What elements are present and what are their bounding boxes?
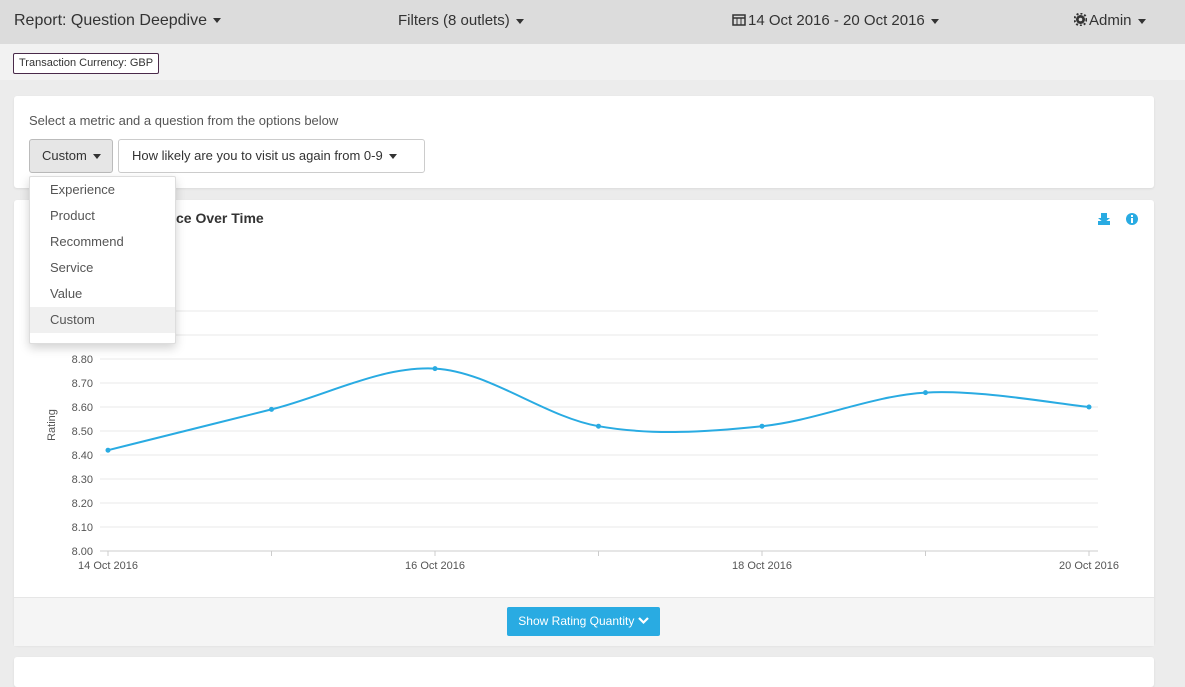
gear-icon: [1073, 12, 1088, 27]
metric-label: Custom: [42, 148, 87, 163]
ranks-panel: [14, 657, 1154, 687]
info-icon[interactable]: [1126, 213, 1138, 225]
y-tick-label: 8.20: [72, 498, 93, 510]
x-tick-label: 14 Oct 2016: [78, 560, 138, 572]
point: [105, 447, 111, 453]
date-range: 14 Oct 2016 - 20 Oct 2016: [748, 12, 925, 29]
menu-item[interactable]: Service: [50, 260, 94, 275]
y-tick-label: 8.70: [72, 378, 93, 390]
y-tick-label: 8.10: [72, 522, 93, 534]
y-tick-label: 8.00: [72, 546, 93, 558]
y-axis-label: Rating: [46, 409, 58, 441]
show-quantity-button[interactable]: Show Rating Quantity: [507, 607, 660, 636]
currency-badge: Transaction Currency: GBP: [13, 53, 160, 74]
filters-menu[interactable]: Filters (8 outlets): [398, 12, 524, 29]
y-tick-label: 8.50: [72, 426, 93, 438]
y-tick-label: 8.80: [72, 354, 93, 366]
menu-item[interactable]: Product: [50, 208, 95, 223]
chart-title: ce Over Time: [176, 210, 264, 226]
chart: ce Over Time Rating 8.00 8.10 8.20 8.30 8.40…: [46, 210, 1138, 572]
chevron-icon: [637, 617, 649, 625]
point: [759, 423, 765, 429]
instruction: Select a metric and a question from the …: [29, 113, 339, 128]
y-tick-label: 8.40: [72, 450, 93, 462]
y-tick-label: 8.60: [72, 402, 93, 414]
point: [1086, 404, 1092, 410]
report-menu[interactable]: Report: Question Deepdive: [14, 12, 221, 30]
x-tick-label: 18 Oct 2016: [732, 560, 792, 572]
show-quantity-label: Show Rating Quantity: [518, 614, 635, 628]
calendar-icon: [732, 14, 746, 26]
point: [269, 406, 274, 412]
question-label: How likely are you to visit us again fro…: [132, 148, 383, 163]
top-bar: Report: Question Deepdive Filters (8 out…: [0, 0, 1185, 44]
sub-bar: [0, 44, 1185, 80]
point: [596, 423, 601, 429]
date-menu[interactable]: 14 Oct 2016 - 20 Oct 2016: [732, 12, 939, 29]
metric-button[interactable]: Custom: [29, 139, 113, 173]
filters-label: Filters (8 outlets): [398, 12, 510, 29]
point: [923, 390, 928, 396]
menu-item[interactable]: Experience: [50, 182, 116, 197]
menu-item[interactable]: Recommend: [50, 234, 124, 249]
question-button[interactable]: How likely are you to visit us again fro…: [118, 139, 425, 173]
admin-menu[interactable]: Admin: [1073, 12, 1146, 29]
menu-item[interactable]: Custom: [30, 307, 175, 333]
x-tick-label: 20 Oct 2016: [1059, 560, 1119, 572]
metric-dropdown: Experience Product Recommend Service Value Cu…: [29, 176, 176, 344]
menu-item[interactable]: Value: [50, 286, 83, 301]
y-tick-label: 8.30: [72, 474, 93, 486]
report-title: Report: Question Deepdive: [14, 12, 207, 29]
user-name: Admin: [1089, 12, 1132, 29]
download-icon[interactable]: [1098, 213, 1110, 225]
x-tick-label: 16 Oct 2016: [405, 560, 465, 572]
line: [107, 367, 1090, 452]
point: [432, 366, 438, 372]
